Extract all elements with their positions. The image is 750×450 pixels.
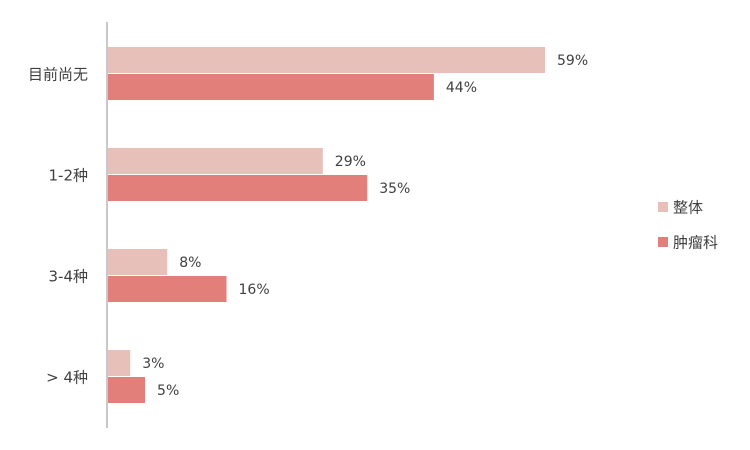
category-label: > 4种 xyxy=(46,369,88,387)
data-label: 8% xyxy=(179,255,201,271)
legend-swatch xyxy=(658,202,668,212)
bar-oncology xyxy=(108,74,434,100)
data-label: 16% xyxy=(239,282,270,298)
legend-label: 肿瘤科 xyxy=(673,234,718,252)
category-label: 3-4种 xyxy=(49,268,89,286)
category-label: 1-2种 xyxy=(49,167,89,185)
bar-oncology xyxy=(108,377,146,403)
bar-overall xyxy=(108,47,545,73)
bar-overall xyxy=(108,350,131,376)
category-label: 目前尚无 xyxy=(28,66,88,84)
data-label: 3% xyxy=(142,356,164,372)
labels-layer: 目前尚无 59% 44% 1-2种 29% 35% 3-4种 8% 16% > 4种 3% 5% xyxy=(28,53,588,399)
legend-swatch xyxy=(658,237,668,247)
data-label: 35% xyxy=(379,181,410,197)
data-label: 44% xyxy=(446,80,477,96)
data-label: 5% xyxy=(157,383,179,399)
bars-layer xyxy=(108,47,545,403)
bar-oncology xyxy=(108,276,227,302)
bar-oncology xyxy=(108,175,368,201)
data-label: 29% xyxy=(335,154,366,170)
data-label: 59% xyxy=(557,53,588,69)
legend-label: 整体 xyxy=(673,199,703,217)
bar-overall xyxy=(108,249,168,275)
bar-overall xyxy=(108,148,323,174)
